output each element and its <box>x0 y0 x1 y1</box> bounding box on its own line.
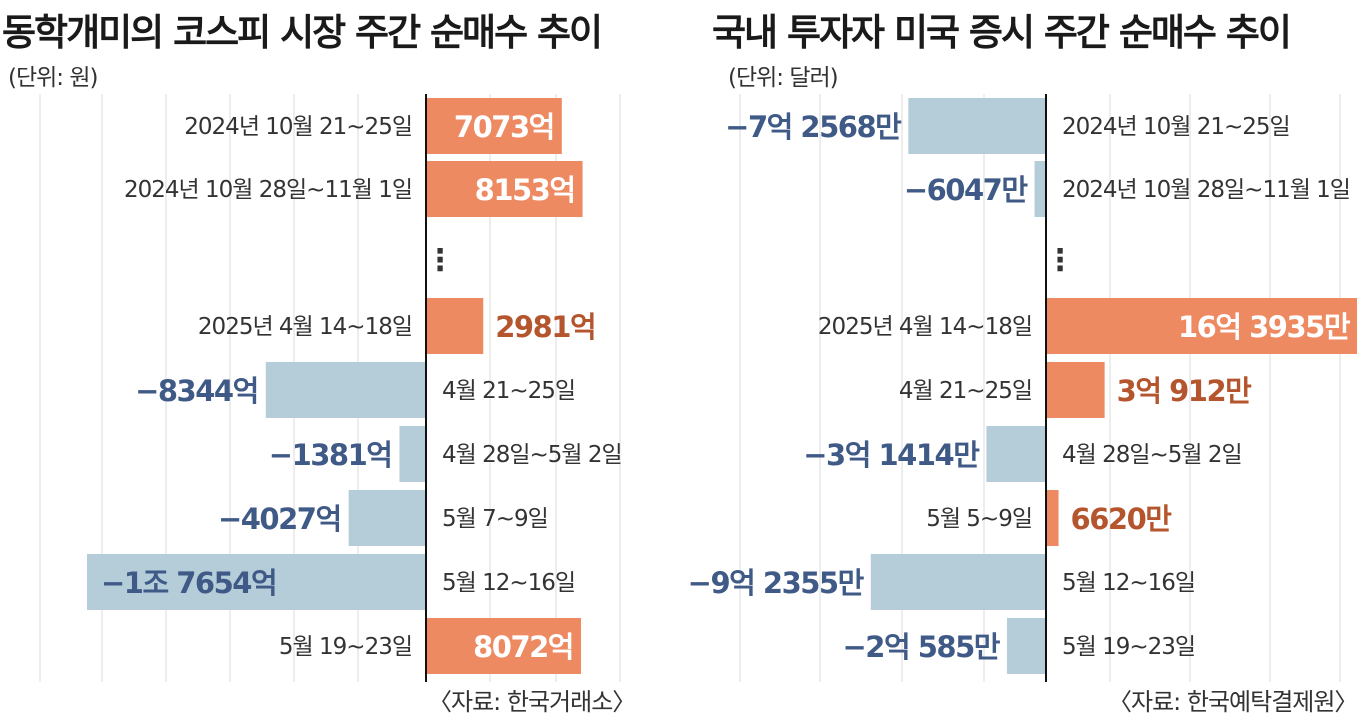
right-value-label-1: −6047만 <box>904 173 1029 207</box>
left-value-label-5: −1381억 <box>269 438 392 472</box>
left-category-label-6: 5월 7~9일 <box>442 506 548 532</box>
left-ellipsis: ⋮ <box>425 243 455 278</box>
left-bar-4 <box>265 362 426 418</box>
left-value-label-7: −1조 7654억 <box>101 566 276 600</box>
right-category-label-3: 2025년 4월 14~18일 <box>818 314 1032 340</box>
right-category-label-6: 5월 5~9일 <box>926 506 1032 532</box>
left-category-label-5: 4월 28일~5월 2일 <box>442 442 622 468</box>
right-category-label-4: 4월 21~25일 <box>899 378 1032 404</box>
right-category-label-7: 5월 12~16일 <box>1062 570 1195 596</box>
left-bar-6 <box>348 490 426 546</box>
left-category-label-3: 2025년 4월 14~18일 <box>198 314 412 340</box>
left-value-label-3: 2981억 <box>495 310 595 344</box>
right-value-label-5: −3억 1414만 <box>803 438 980 472</box>
right-category-label-5: 4월 28일~5월 2일 <box>1062 442 1242 468</box>
right-value-label-7: −9억 2355만 <box>688 566 865 600</box>
left-bar-0 <box>426 98 562 154</box>
left-value-label-1: 8153억 <box>475 173 575 207</box>
right-bar-5 <box>986 426 1046 482</box>
left-chart-title: 동학개미의 코스피 시장 주간 순매수 추이 <box>2 11 603 54</box>
right-value-label-3: 16억 3935만 <box>1178 310 1351 344</box>
right-value-label-0: −7억 2568만 <box>725 110 902 144</box>
left-category-label-7: 5월 12~16일 <box>442 570 575 596</box>
left-category-label-0: 2024년 10월 21~25일 <box>184 114 412 140</box>
left-value-label-8: 8072억 <box>473 630 573 664</box>
right-category-label-0: 2024년 10월 21~25일 <box>1062 114 1290 140</box>
left-chart-panel: 동학개미의 코스피 시장 주간 순매수 추이 (단위: 원) 2024년 10월… <box>2 11 636 716</box>
right-bar-1 <box>1034 161 1046 217</box>
left-category-label-1: 2024년 10월 28일~11월 1일 <box>124 177 412 203</box>
right-bar-0 <box>908 98 1046 154</box>
right-bar-8 <box>1006 618 1046 674</box>
left-bar-1 <box>426 161 583 217</box>
left-bar-chart: 2024년 10월 21~25일 7073억 2024년 10월 28일~11월 1… <box>39 94 623 682</box>
right-ellipsis: ⋮ <box>1045 243 1075 278</box>
left-bar-3 <box>426 298 484 354</box>
right-bar-6 <box>1046 490 1059 546</box>
left-bar-7 <box>87 554 426 610</box>
right-chart-title: 국내 투자자 미국 증시 주간 순매수 추이 <box>712 11 1292 54</box>
right-category-label-1: 2024년 10월 28일~11월 1일 <box>1062 177 1350 203</box>
left-value-label-0: 7073억 <box>454 110 554 144</box>
right-value-label-4: 3억 912만 <box>1117 374 1252 408</box>
left-category-label-4: 4월 21~25일 <box>442 378 575 404</box>
right-bar-3 <box>1046 298 1357 354</box>
right-value-label-6: 6620만 <box>1071 502 1173 536</box>
right-bar-7 <box>870 554 1046 610</box>
left-bar-5 <box>399 426 426 482</box>
left-value-label-6: −4027억 <box>218 502 341 536</box>
right-bar-chart: 2024년 10월 21~25일 −7억 2568만 2024년 10월 28일~1… <box>688 94 1357 682</box>
right-value-label-8: −2억 585만 <box>842 630 1000 664</box>
left-bar-8 <box>426 618 582 674</box>
right-unit-note: (단위: 달러) <box>728 65 839 91</box>
left-unit-note: (단위: 원) <box>8 65 98 91</box>
left-value-label-4: −8344억 <box>135 374 258 408</box>
right-category-label-8: 5월 19~23일 <box>1062 634 1195 660</box>
left-source-note: 〈자료: 한국거래소〉 <box>428 688 636 716</box>
left-category-label-8: 5월 19~23일 <box>279 634 412 660</box>
right-source-note: 〈자료: 한국예탁결제원〉 <box>1108 688 1358 716</box>
right-bar-4 <box>1046 362 1105 418</box>
right-chart-panel: 국내 투자자 미국 증시 주간 순매수 추이 (단위: 달러) 2024년 10… <box>688 0 1372 726</box>
